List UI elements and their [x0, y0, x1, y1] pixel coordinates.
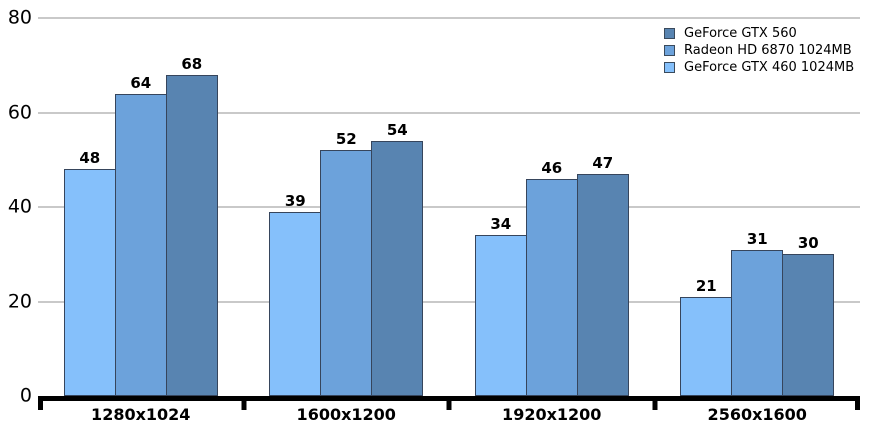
legend-color-swatch — [664, 62, 675, 73]
bar-group-1280x1024: 48 64 68 — [38, 18, 244, 396]
bar-value-label: 64 — [130, 73, 152, 92]
bar-value-label: 31 — [746, 229, 768, 248]
bar-value-label: 52 — [335, 130, 357, 149]
x-axis-tick — [855, 401, 860, 410]
bar-radeon-hd-6870-1024mb-1280x1024: 64 — [114, 75, 167, 396]
bar-value-label: 46 — [541, 158, 563, 177]
x-axis-tick — [446, 401, 452, 410]
x-axis-tick — [38, 401, 43, 410]
x-axis-line — [38, 396, 860, 401]
legend-item: GeForce GTX 560 — [664, 25, 854, 42]
legend-label: Radeon HD 6870 1024MB — [684, 43, 852, 58]
bar-geforce-gtx-460-1024mb-1280x1024: 48 — [63, 151, 116, 396]
legend-item: GeForce GTX 460 1024MB — [664, 59, 854, 76]
bar-geforce-gtx-460-1024mb-2560x1600: 21 — [680, 278, 733, 396]
legend: GeForce GTX 560 Radeon HD 6870 1024MB GeFo… — [664, 25, 854, 76]
bar-geforce-gtx-560-1280x1024: 68 — [165, 56, 218, 396]
x-axis-tick — [652, 401, 657, 410]
y-axis-tick-label-80: 80 — [7, 6, 32, 29]
legend-label: GeForce GTX 460 1024MB — [684, 60, 855, 75]
y-axis-labels: 0 20 40 60 80 — [0, 8, 32, 405]
bar-geforce-gtx-560-1600x1200: 54 — [371, 122, 424, 396]
x-axis-ticks — [38, 18, 860, 410]
bar-group-1600x1200: 39 52 54 — [244, 18, 450, 396]
bar-geforce-gtx-560-2560x1600: 30 — [782, 236, 835, 396]
y-axis-tick-label-40: 40 — [7, 195, 32, 218]
y-axis-tick-label-0: 0 — [19, 384, 32, 407]
gridline-80 — [38, 17, 860, 19]
bar-value-label: 48 — [79, 149, 101, 168]
gridline-20 — [38, 300, 860, 303]
bar-value-label: 68 — [181, 54, 203, 73]
plot-area: 48 64 68 39 52 54 34 46 47 21 31 30 1280x1024 1600x1… — [38, 17, 860, 423]
y-axis-tick-label-20: 20 — [7, 290, 32, 312]
bar-geforce-gtx-560-1920x1200: 47 — [576, 155, 629, 396]
y-axis-tick-label-60: 60 — [7, 101, 32, 123]
bar-value-label: 54 — [386, 120, 408, 139]
bar-group-2560x1600: 21 31 30 — [655, 18, 861, 396]
gridlines — [38, 17, 860, 396]
category-label-2560x1600: 2560x1600 — [707, 405, 807, 424]
gridline-40 — [38, 206, 860, 208]
category-label-1920x1200: 1920x1200 — [502, 405, 602, 424]
bar-value-label: 34 — [490, 215, 512, 234]
x-axis-labels: 1280x1024 1600x1200 1920x1200 2560x1600 — [38, 18, 860, 423]
bar-group-1920x1200: 34 46 47 — [449, 18, 655, 396]
legend-label: GeForce GTX 560 — [684, 26, 797, 41]
category-label-1600x1200: 1600x1200 — [296, 405, 396, 424]
bar-value-label: 21 — [695, 276, 717, 295]
gridline-60 — [38, 111, 860, 114]
bar-groups: 48 64 68 39 52 54 34 46 47 21 31 30 — [38, 18, 860, 396]
legend-item: Radeon HD 6870 1024MB — [664, 42, 854, 59]
category-label-1280x1024: 1280x1024 — [91, 405, 191, 424]
bar-value-label: 30 — [797, 234, 819, 253]
bar-value-label: 47 — [592, 153, 614, 172]
x-axis-tick — [241, 401, 246, 410]
bar-value-label: 39 — [284, 191, 306, 210]
legend-color-swatch — [664, 28, 675, 39]
legend-color-swatch — [664, 45, 675, 56]
